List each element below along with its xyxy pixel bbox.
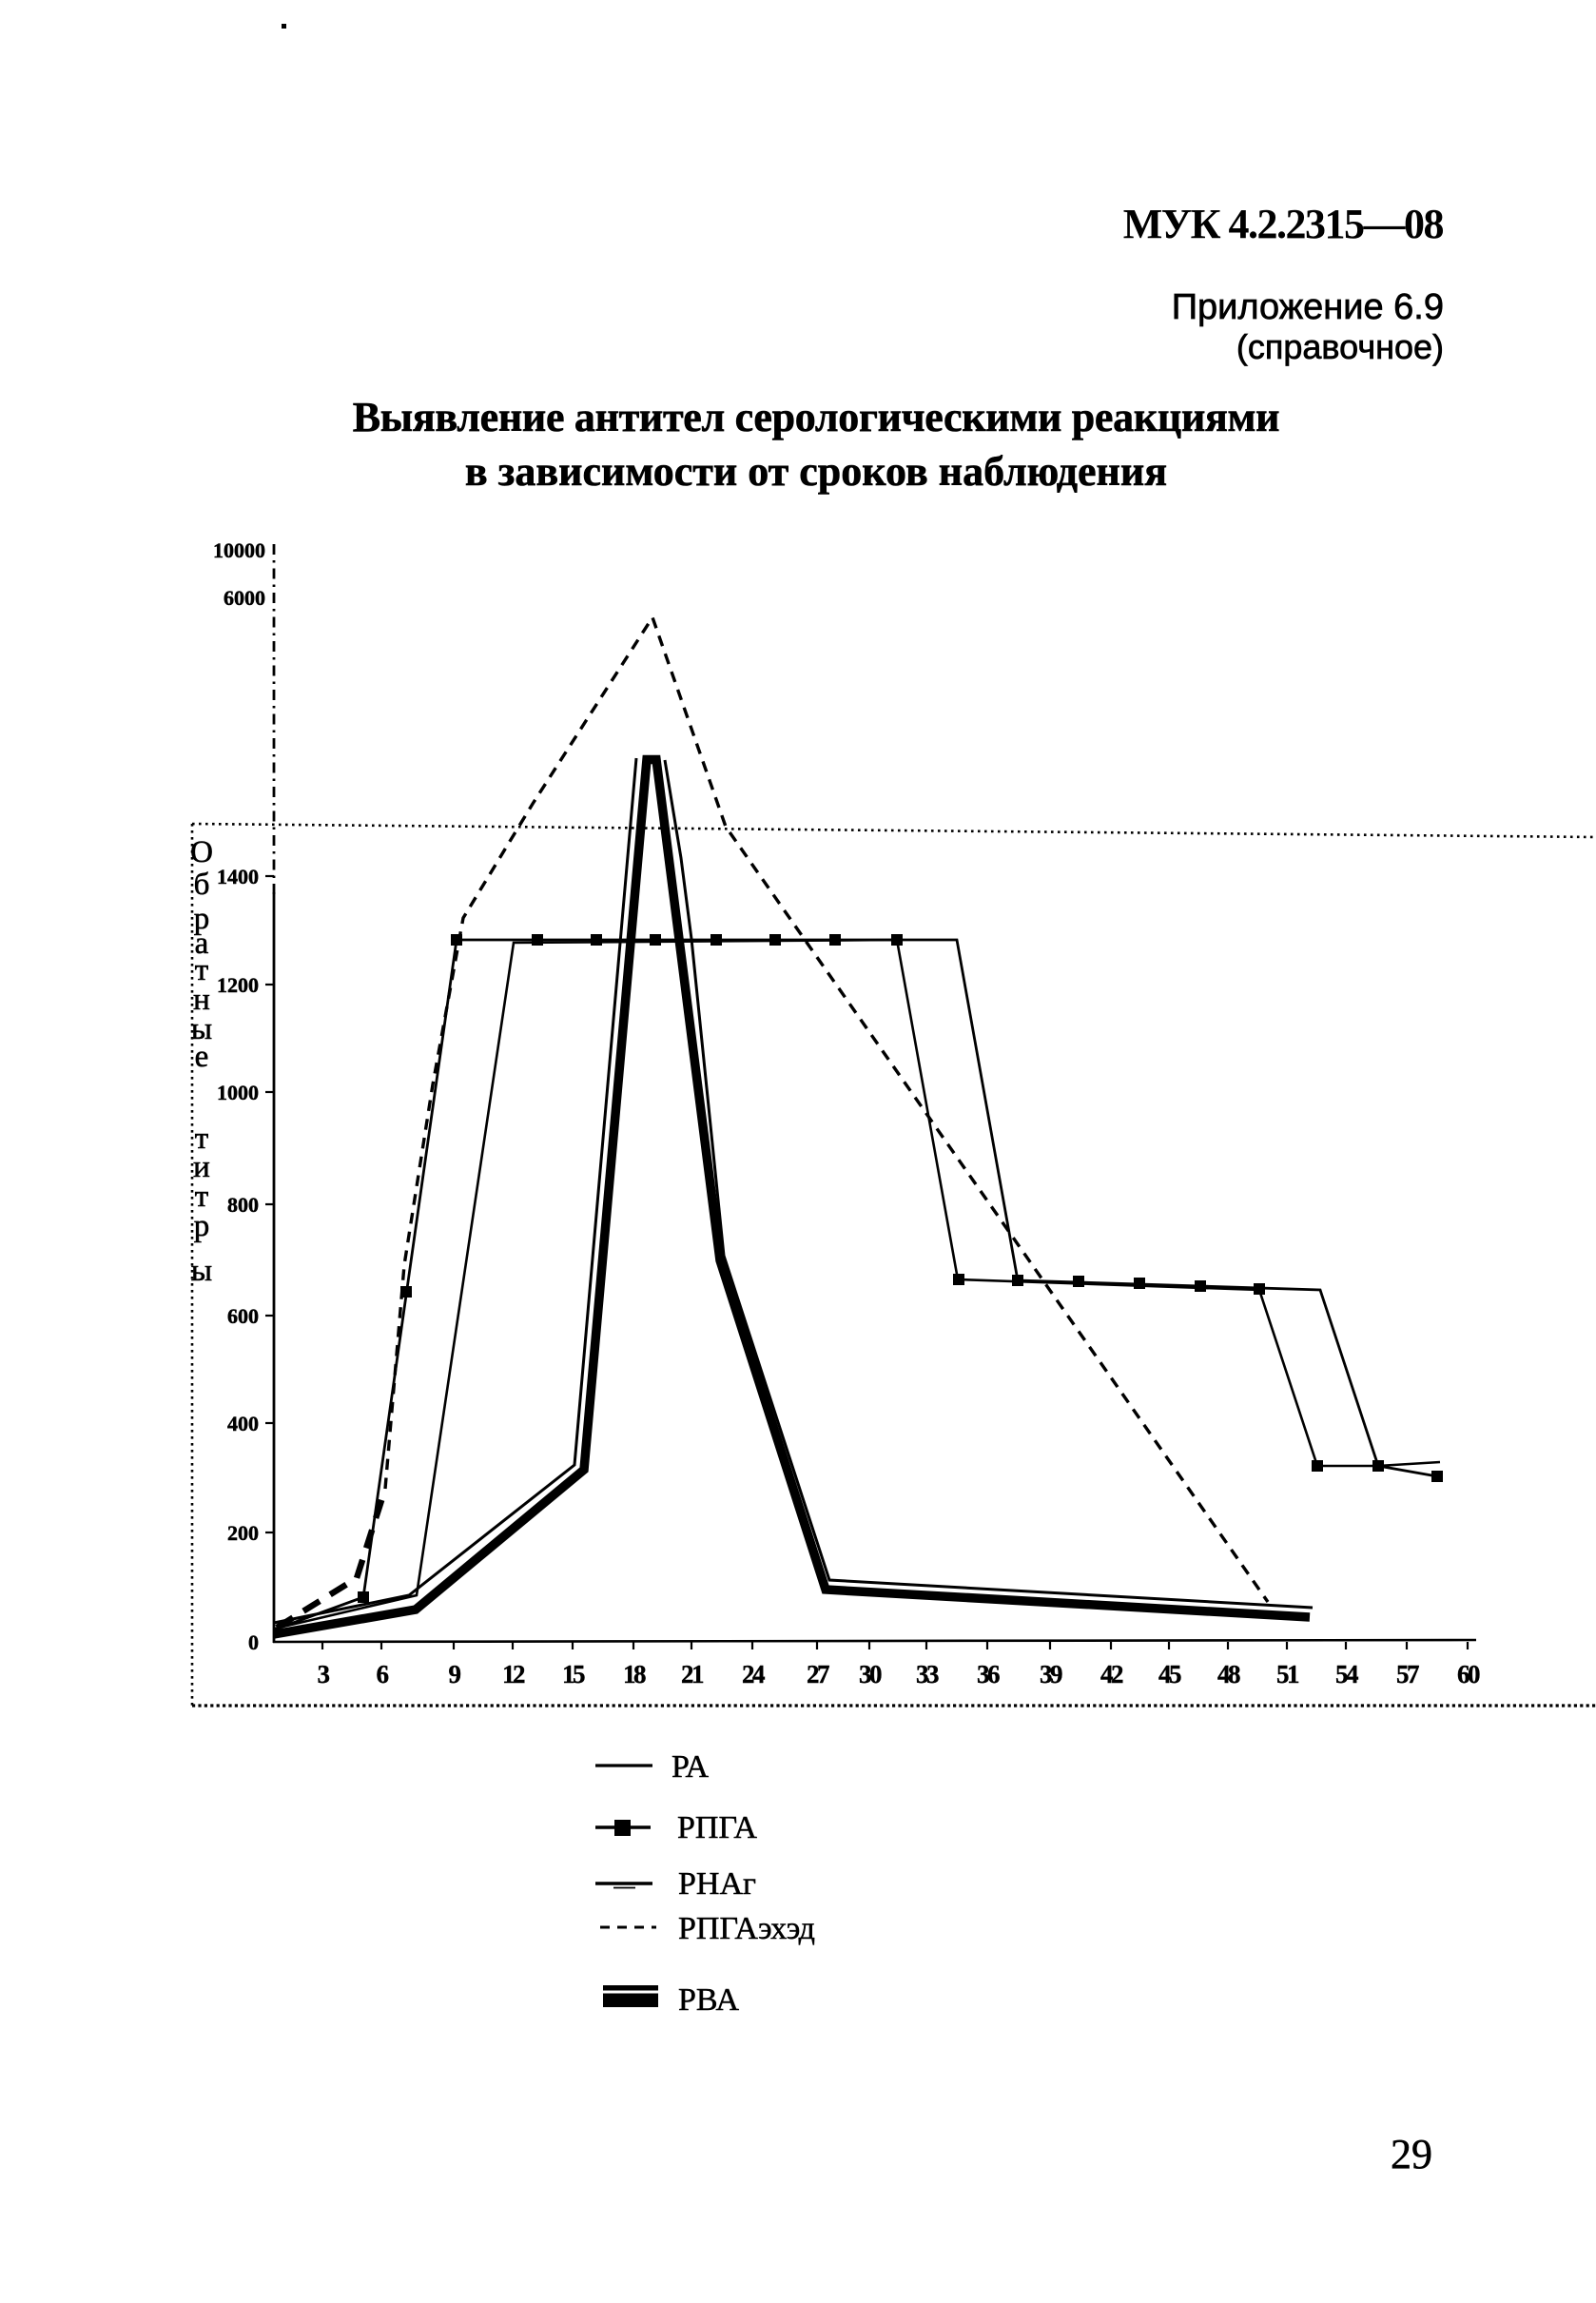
svg-text:1200: 1200	[217, 973, 259, 997]
svg-text:24: 24	[742, 1660, 765, 1688]
svg-text:600: 600	[227, 1304, 259, 1328]
svg-text:ы: ы	[191, 1254, 212, 1288]
svg-text:33: 33	[916, 1660, 939, 1688]
svg-text:0: 0	[248, 1630, 259, 1654]
svg-text:в зависимости от сроков наблюд: в зависимости от сроков наблюдения	[465, 448, 1167, 495]
svg-text:РПГАэхэд: РПГАэхэд	[678, 1911, 815, 1946]
svg-text:е: е	[195, 1040, 209, 1074]
svg-text:60: 60	[1457, 1660, 1480, 1688]
svg-text:42: 42	[1100, 1660, 1123, 1688]
svg-text:1000: 1000	[217, 1081, 259, 1104]
svg-text:15: 15	[562, 1660, 585, 1688]
svg-text:39: 39	[1040, 1660, 1062, 1688]
svg-text:т: т	[195, 1122, 208, 1156]
svg-text:51: 51	[1276, 1660, 1299, 1688]
svg-text:27: 27	[807, 1660, 829, 1688]
svg-text:30: 30	[859, 1660, 882, 1688]
svg-text:45: 45	[1158, 1660, 1181, 1688]
svg-text:н: н	[193, 983, 210, 1017]
svg-text:РА: РА	[671, 1749, 710, 1785]
svg-text:р: р	[194, 902, 210, 936]
svg-text:б: б	[194, 868, 210, 902]
svg-text:РПГА: РПГА	[677, 1810, 757, 1845]
svg-text:6000: 6000	[224, 586, 265, 610]
svg-text:О: О	[190, 835, 213, 869]
svg-text:48: 48	[1217, 1660, 1240, 1688]
svg-text:54: 54	[1335, 1660, 1358, 1688]
svg-text:200: 200	[227, 1521, 259, 1545]
svg-text:Выявление антител серологическ: Выявление антител серологическими реакци…	[353, 394, 1280, 440]
svg-text:РВА: РВА	[678, 1982, 739, 2018]
svg-text:10000: 10000	[213, 538, 265, 562]
svg-text:29: 29	[1391, 2131, 1432, 2177]
svg-text:р: р	[194, 1209, 210, 1243]
svg-text:а: а	[195, 927, 209, 961]
svg-text:800: 800	[227, 1193, 259, 1217]
svg-text:12: 12	[502, 1660, 525, 1688]
svg-text:и: и	[193, 1150, 210, 1184]
svg-text:400: 400	[227, 1412, 259, 1435]
svg-text:РНАг: РНАг	[678, 1866, 756, 1902]
svg-text:т: т	[195, 953, 208, 987]
svg-text:21: 21	[681, 1660, 704, 1688]
svg-text:Приложение 6.9: Приложение 6.9	[1172, 287, 1444, 327]
svg-text:т: т	[195, 1180, 208, 1214]
svg-text:1400: 1400	[217, 865, 259, 888]
svg-text:(справочное): (справочное)	[1236, 327, 1444, 366]
svg-text:МУК 4.2.2315—08: МУК 4.2.2315—08	[1123, 201, 1444, 247]
svg-text:18: 18	[623, 1660, 646, 1688]
svg-text:36: 36	[977, 1660, 1000, 1688]
svg-text:ы: ы	[191, 1012, 212, 1046]
svg-text:57: 57	[1396, 1660, 1419, 1688]
